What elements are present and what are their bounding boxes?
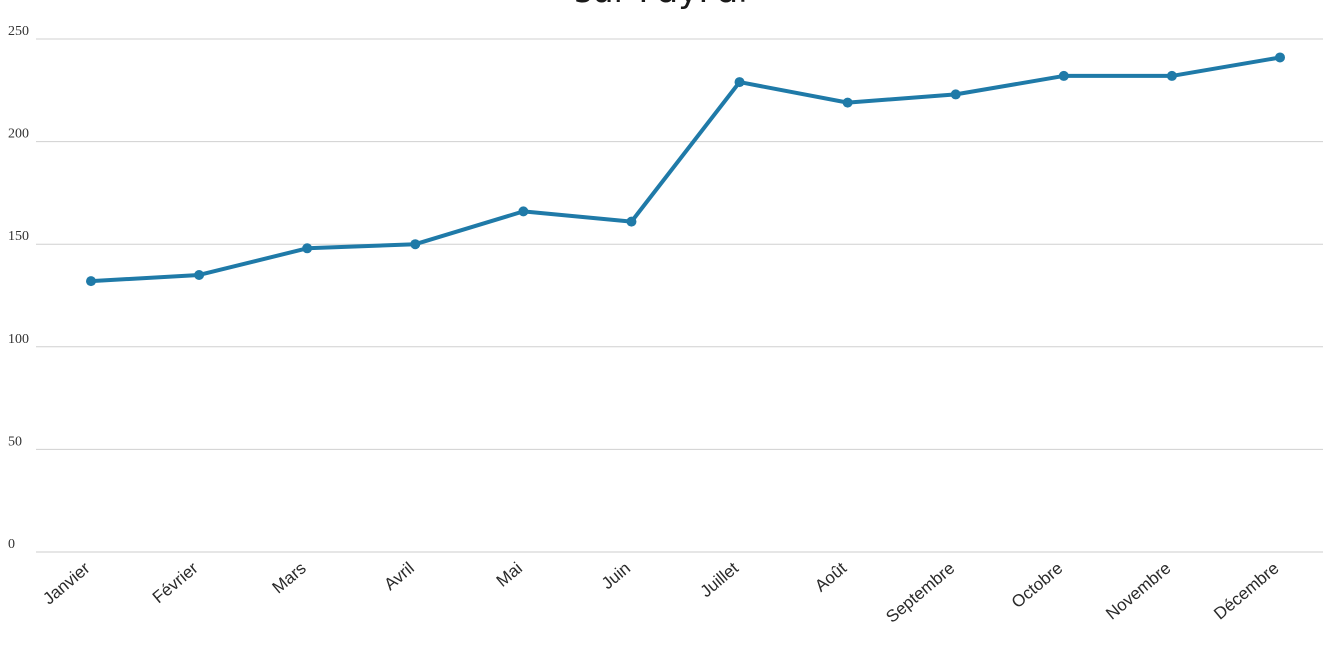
series-layer (86, 52, 1285, 287)
data-point (842, 97, 853, 108)
data-point (1275, 52, 1285, 63)
data-point (302, 243, 313, 254)
y-axis: 0 50 100 150 200 250 (8, 24, 29, 552)
x-tick-label: Novembre (1102, 559, 1174, 624)
x-tick-label: Août (811, 558, 850, 595)
y-tick-label: 50 (8, 434, 22, 449)
data-point (1166, 70, 1177, 81)
x-tick-label: Décembre (1210, 559, 1282, 624)
data-point (734, 77, 745, 88)
series-line (89, 55, 1282, 284)
x-tick-label: Juillet (697, 558, 743, 601)
data-point (86, 276, 96, 287)
y-tick-label: 250 (8, 24, 29, 39)
x-tick-label: Mars (269, 559, 310, 598)
data-point (626, 216, 637, 227)
x-tick-label: Juin (598, 559, 634, 594)
x-axis: Janvier Février Mars Avril Mai Juin Juillet Aoû… (39, 558, 1282, 626)
y-tick-label: 100 (8, 332, 29, 347)
x-tick-label: Février (149, 558, 202, 607)
x-tick-label: Janvier (39, 558, 93, 608)
data-point (410, 239, 421, 250)
x-tick-label: Avril (381, 559, 418, 595)
x-tick-label: Octobre (1008, 559, 1067, 612)
data-point (1058, 70, 1069, 81)
x-tick-label: Septembre (882, 559, 958, 627)
y-tick-label: 200 (8, 127, 29, 142)
gridlines (36, 38, 1323, 553)
chart-title: sur PayPal (574, 0, 747, 11)
data-point (194, 269, 205, 280)
y-tick-label: 150 (8, 229, 29, 244)
data-point (518, 206, 529, 217)
data-point (950, 89, 961, 100)
y-tick-label: 0 (8, 537, 15, 552)
x-tick-label: Mai (493, 559, 526, 591)
